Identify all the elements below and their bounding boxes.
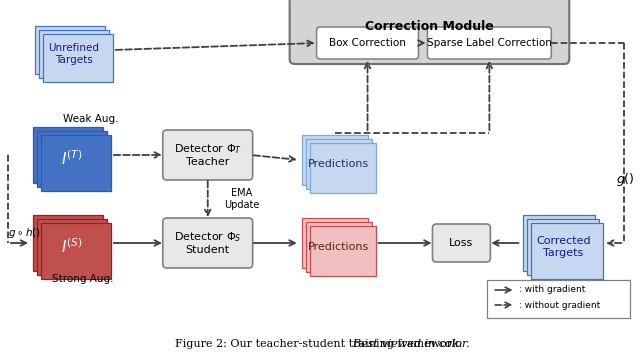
FancyBboxPatch shape bbox=[531, 223, 604, 279]
Text: Predictions: Predictions bbox=[308, 159, 369, 169]
FancyBboxPatch shape bbox=[41, 135, 111, 191]
Text: $I^{(T)}$: $I^{(T)}$ bbox=[61, 150, 83, 168]
Text: : without gradient: : without gradient bbox=[519, 300, 600, 310]
Text: $g \circ h()$: $g \circ h()$ bbox=[8, 226, 41, 240]
FancyBboxPatch shape bbox=[527, 219, 599, 275]
FancyBboxPatch shape bbox=[306, 222, 372, 272]
FancyBboxPatch shape bbox=[41, 223, 111, 279]
Text: $g()$: $g()$ bbox=[616, 172, 635, 189]
FancyBboxPatch shape bbox=[43, 34, 113, 82]
FancyBboxPatch shape bbox=[163, 130, 253, 180]
FancyBboxPatch shape bbox=[301, 135, 367, 185]
Text: : with gradient: : with gradient bbox=[519, 286, 586, 294]
Text: Figure 2: Our teacher-student training framework.: Figure 2: Our teacher-student training f… bbox=[175, 339, 465, 349]
FancyBboxPatch shape bbox=[33, 127, 103, 183]
Text: Student: Student bbox=[186, 245, 230, 255]
FancyBboxPatch shape bbox=[317, 27, 419, 59]
Text: Box Correction: Box Correction bbox=[329, 38, 406, 48]
Text: Detector $\Phi_S$: Detector $\Phi_S$ bbox=[174, 230, 241, 244]
FancyBboxPatch shape bbox=[301, 218, 367, 268]
Text: Predictions: Predictions bbox=[308, 242, 369, 252]
FancyBboxPatch shape bbox=[290, 0, 570, 64]
Text: Best viewed in color.: Best viewed in color. bbox=[171, 339, 469, 349]
FancyBboxPatch shape bbox=[433, 224, 490, 262]
Text: $I^{(S)}$: $I^{(S)}$ bbox=[61, 238, 83, 256]
Text: Unrefined
Targets: Unrefined Targets bbox=[49, 43, 99, 65]
FancyBboxPatch shape bbox=[37, 219, 107, 275]
FancyBboxPatch shape bbox=[39, 30, 109, 78]
Text: Strong Aug.: Strong Aug. bbox=[52, 274, 113, 284]
FancyBboxPatch shape bbox=[35, 26, 105, 74]
FancyBboxPatch shape bbox=[488, 280, 630, 318]
Text: EMA
Update: EMA Update bbox=[224, 188, 259, 210]
Text: Loss: Loss bbox=[449, 238, 474, 248]
FancyBboxPatch shape bbox=[33, 215, 103, 271]
Text: Weak Aug.: Weak Aug. bbox=[63, 114, 118, 124]
FancyBboxPatch shape bbox=[310, 143, 376, 193]
Text: Sparse Label Correction: Sparse Label Correction bbox=[427, 38, 552, 48]
FancyBboxPatch shape bbox=[310, 226, 376, 276]
Text: Teacher: Teacher bbox=[186, 157, 229, 167]
FancyBboxPatch shape bbox=[428, 27, 551, 59]
FancyBboxPatch shape bbox=[524, 215, 595, 271]
Text: Corrected
Targets: Corrected Targets bbox=[536, 236, 591, 258]
FancyBboxPatch shape bbox=[37, 131, 107, 187]
FancyBboxPatch shape bbox=[163, 218, 253, 268]
FancyBboxPatch shape bbox=[306, 139, 372, 189]
Text: Detector $\Phi_T$: Detector $\Phi_T$ bbox=[173, 142, 242, 156]
Text: Correction Module: Correction Module bbox=[365, 20, 494, 34]
